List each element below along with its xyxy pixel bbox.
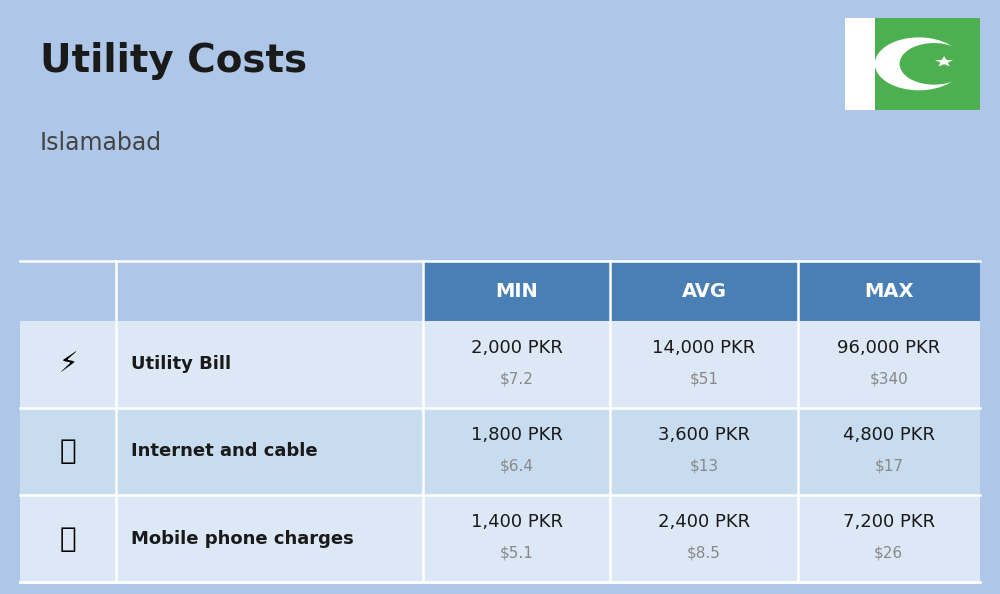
Text: $13: $13: [689, 459, 719, 474]
Text: 2,400 PKR: 2,400 PKR: [658, 513, 750, 531]
Text: Internet and cable: Internet and cable: [131, 443, 318, 460]
Text: $26: $26: [874, 546, 903, 561]
FancyBboxPatch shape: [423, 321, 610, 408]
FancyBboxPatch shape: [423, 495, 610, 582]
Text: 1,400 PKR: 1,400 PKR: [471, 513, 563, 531]
Text: Utility Costs: Utility Costs: [40, 42, 307, 80]
FancyBboxPatch shape: [798, 321, 980, 408]
FancyBboxPatch shape: [610, 261, 798, 321]
Text: 96,000 PKR: 96,000 PKR: [837, 339, 940, 356]
Text: $5.1: $5.1: [500, 546, 534, 561]
FancyBboxPatch shape: [845, 18, 875, 110]
FancyBboxPatch shape: [798, 495, 980, 582]
Text: Islamabad: Islamabad: [40, 131, 162, 154]
FancyBboxPatch shape: [116, 495, 423, 582]
Circle shape: [876, 38, 962, 90]
FancyBboxPatch shape: [610, 408, 798, 495]
FancyBboxPatch shape: [116, 321, 423, 408]
Text: ⚡: ⚡: [58, 350, 78, 378]
FancyBboxPatch shape: [798, 261, 980, 321]
Text: MAX: MAX: [864, 282, 914, 301]
FancyBboxPatch shape: [20, 495, 116, 582]
Text: $17: $17: [874, 459, 903, 474]
Circle shape: [900, 44, 968, 84]
FancyBboxPatch shape: [875, 18, 980, 110]
Text: Mobile phone charges: Mobile phone charges: [131, 530, 354, 548]
Text: 14,000 PKR: 14,000 PKR: [652, 339, 756, 356]
FancyBboxPatch shape: [798, 408, 980, 495]
Text: $340: $340: [869, 372, 908, 387]
Text: 📶: 📶: [60, 437, 76, 466]
Text: 7,200 PKR: 7,200 PKR: [843, 513, 935, 531]
FancyBboxPatch shape: [423, 408, 610, 495]
Polygon shape: [935, 56, 953, 67]
FancyBboxPatch shape: [610, 321, 798, 408]
Text: $6.4: $6.4: [500, 459, 534, 474]
FancyBboxPatch shape: [20, 321, 116, 408]
Text: $51: $51: [690, 372, 718, 387]
Text: 2,000 PKR: 2,000 PKR: [471, 339, 563, 356]
Text: AVG: AVG: [682, 282, 726, 301]
FancyBboxPatch shape: [116, 408, 423, 495]
Text: $8.5: $8.5: [687, 546, 721, 561]
Text: Utility Bill: Utility Bill: [131, 355, 231, 373]
FancyBboxPatch shape: [423, 261, 610, 321]
Text: 1,800 PKR: 1,800 PKR: [471, 426, 563, 444]
FancyBboxPatch shape: [20, 408, 116, 495]
FancyBboxPatch shape: [610, 495, 798, 582]
Text: $7.2: $7.2: [500, 372, 534, 387]
Text: 4,800 PKR: 4,800 PKR: [843, 426, 935, 444]
Text: 📱: 📱: [60, 525, 76, 552]
Text: MIN: MIN: [495, 282, 538, 301]
Text: 3,600 PKR: 3,600 PKR: [658, 426, 750, 444]
